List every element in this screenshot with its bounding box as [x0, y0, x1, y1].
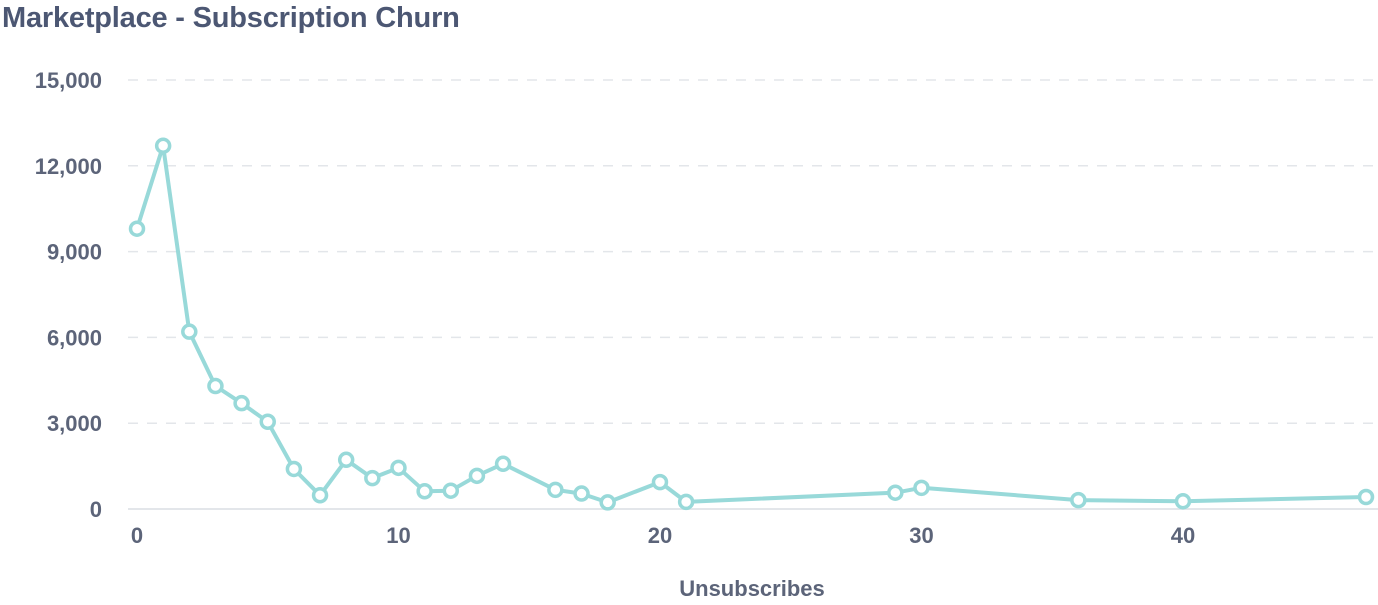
data-point[interactable] [887, 484, 904, 501]
x-tick-label: 20 [648, 523, 672, 548]
gridlines [128, 79, 1378, 510]
data-point[interactable] [285, 460, 303, 478]
y-tick-label: 3,000 [47, 411, 102, 436]
x-tick-label: 40 [1171, 523, 1195, 548]
data-point[interactable] [651, 473, 669, 491]
data-point[interactable] [233, 394, 250, 412]
data-point[interactable] [259, 413, 276, 431]
y-tick-label: 15,000 [35, 68, 102, 93]
x-tick-label: 30 [909, 523, 933, 548]
y-tick-label: 0 [90, 497, 102, 522]
data-point[interactable] [442, 482, 460, 499]
data-point[interactable] [1357, 488, 1375, 506]
data-point[interactable] [599, 494, 616, 511]
x-tick-label: 0 [131, 523, 143, 548]
series-line [135, 143, 1368, 505]
chart-title[interactable]: Marketplace - Subscription Churn [2, 2, 460, 34]
y-tick-label: 12,000 [35, 154, 102, 179]
data-point[interactable] [416, 483, 433, 500]
y-axis-ticks: 0 3,000 6,000 9,000 12,000 15,000 [35, 68, 102, 522]
x-tick-label: 10 [386, 523, 410, 548]
x-axis-ticks: 0 10 20 30 40 [131, 523, 1195, 548]
data-point[interactable] [573, 485, 590, 502]
data-point[interactable] [547, 481, 564, 499]
y-tick-label: 9,000 [47, 240, 102, 265]
data-point[interactable] [494, 455, 512, 473]
data-point[interactable] [337, 451, 355, 469]
data-point[interactable] [154, 137, 172, 155]
data-point[interactable] [207, 377, 224, 395]
data-point[interactable] [468, 467, 486, 485]
data-point[interactable] [128, 220, 146, 237]
data-point[interactable] [390, 459, 407, 477]
data-point[interactable] [677, 493, 695, 511]
data-point[interactable] [181, 323, 198, 340]
data-point[interactable] [364, 469, 381, 487]
points-layer [128, 137, 1375, 511]
x-axis-title: Unsubscribes [679, 576, 825, 601]
series-layer [135, 143, 1368, 505]
data-point[interactable] [913, 479, 930, 497]
data-point[interactable] [1070, 491, 1087, 509]
data-point[interactable] [1174, 493, 1192, 510]
data-point[interactable] [311, 487, 329, 504]
y-tick-label: 6,000 [47, 325, 102, 350]
